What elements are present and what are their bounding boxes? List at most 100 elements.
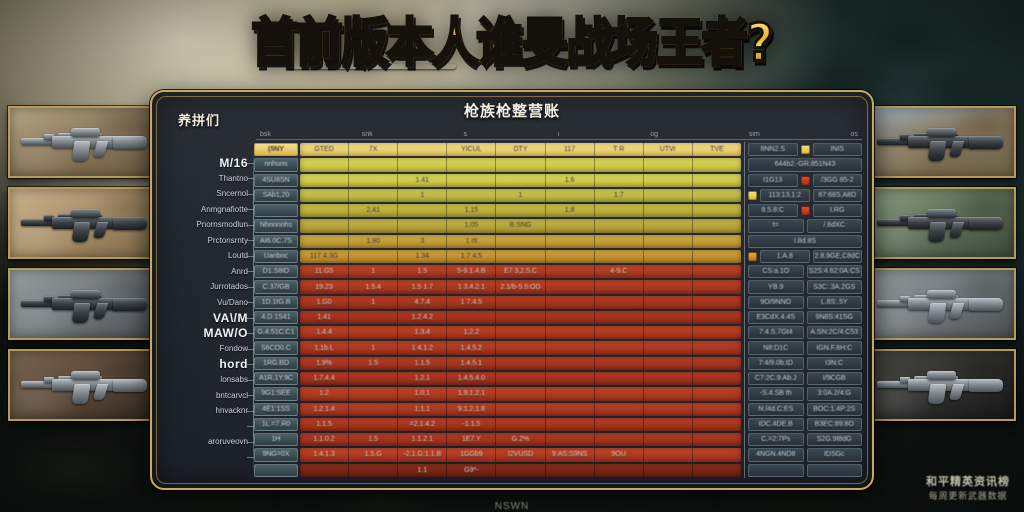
tag-cell[interactable]: 3:0A.2/4:G: [806, 387, 862, 401]
table-row[interactable]: 9NG=0X 1.4.1.3 1.5.G -2.1.G:1.1.B 1GGb9 I2VUS…: [254, 447, 741, 462]
row-value-bar[interactable]: 1.2.1.4 1.1.1 9.1.2.1.8: [300, 402, 741, 416]
stat-cell[interactable]: 1.4.5.4.0: [447, 371, 497, 386]
stat-cell[interactable]: 1.15: [447, 204, 497, 218]
row-name-cell[interactable]: SAb1,20: [254, 188, 298, 203]
stat-cell[interactable]: GTED: [300, 143, 350, 157]
stat-cell[interactable]: [693, 372, 741, 385]
stat-cell[interactable]: 1GGb9: [447, 448, 497, 462]
stat-cell[interactable]: [496, 234, 546, 248]
stat-cell[interactable]: 117 4.3G: [300, 249, 350, 264]
stat-cell[interactable]: [693, 158, 741, 171]
stat-cell[interactable]: 1: [398, 188, 448, 203]
tag-row[interactable]: N8:D1C IGN.F.8H:C: [748, 340, 862, 355]
stat-cell[interactable]: 1 4.1.2: [398, 341, 448, 355]
stat-cell[interactable]: [644, 463, 693, 477]
stat-cell[interactable]: 1.5 1.7: [398, 280, 448, 294]
tag-cell[interactable]: 8NN2.S: [748, 143, 798, 157]
stat-cell[interactable]: [693, 433, 741, 446]
stat-cell[interactable]: 1.34: [398, 249, 448, 264]
tag-row[interactable]: 7:4.S.7Gt4 A.SN:2C/4:C53: [748, 325, 862, 340]
stat-cell[interactable]: [300, 204, 350, 218]
stat-cell[interactable]: [693, 387, 741, 400]
row-name-cell[interactable]: D1.S8ID: [254, 265, 298, 279]
row-value-bar[interactable]: 1.2 1.0.1 1.9.1.2.1: [300, 387, 741, 401]
stat-cell[interactable]: [546, 310, 595, 325]
stat-cell[interactable]: [349, 463, 399, 477]
stat-cell[interactable]: [546, 219, 595, 233]
tag-cell[interactable]: [806, 463, 862, 477]
stat-cell[interactable]: [644, 387, 693, 401]
row-name-cell[interactable]: 4E1:1SS: [254, 402, 298, 416]
stat-cell[interactable]: [546, 371, 595, 386]
tag-column-panel[interactable]: 8NN2.S INIS 644b2.-GR.851N43 I1G13/3GG 85-2…: [744, 142, 862, 478]
table-row[interactable]: 1L.=7.R0 1.1.5 =2.1.4.2 -1.1.5: [254, 417, 741, 432]
stat-cell[interactable]: [349, 387, 399, 401]
tag-cell[interactable]: 113:13,1:2: [760, 188, 810, 203]
stat-cell[interactable]: [546, 295, 595, 309]
stat-cell[interactable]: I2VUSD: [496, 448, 546, 462]
row-value-bar[interactable]: 1.41 1.6: [300, 173, 741, 187]
row-value-bar[interactable]: 1.1 G9*-: [300, 463, 741, 477]
weapon-thumbnail-rifle-scoped[interactable]: [864, 268, 1016, 340]
stat-cell[interactable]: 1: [349, 295, 399, 309]
stat-cell[interactable]: [398, 204, 448, 218]
stat-cell[interactable]: [546, 188, 595, 203]
stat-cell[interactable]: 1.41: [398, 173, 448, 187]
row-value-bar[interactable]: 2.41 1.15 1.8: [300, 204, 741, 218]
table-row[interactable]: 2.41 1.15 1.8: [254, 203, 741, 218]
table-row[interactable]: SAb1,20 1 1 1.7: [254, 188, 741, 203]
stat-cell[interactable]: [644, 173, 693, 187]
row-name-cell[interactable]: C.37/GB: [254, 280, 298, 294]
stat-cell[interactable]: 1.9%: [300, 356, 350, 370]
stat-cell[interactable]: 1.2.1.4: [300, 402, 350, 416]
stat-cell[interactable]: [496, 295, 546, 309]
tag-row[interactable]: 113:13,1:2 87:68S,A8D: [748, 188, 862, 203]
stat-cell[interactable]: 1: [349, 265, 399, 279]
tag-row[interactable]: [748, 463, 862, 478]
stat-cell[interactable]: [595, 326, 644, 340]
stat-cell[interactable]: 1.5.G: [349, 448, 399, 462]
stat-cell[interactable]: 2.1/b-5.5:OD: [496, 280, 546, 294]
tag-row[interactable]: t= /.6dXC: [748, 218, 862, 233]
stat-cell[interactable]: [496, 402, 546, 416]
stat-cell[interactable]: [349, 188, 399, 203]
stat-cell[interactable]: [496, 417, 546, 432]
stat-cell[interactable]: 1.4.4: [300, 326, 350, 340]
tag-row[interactable]: 8NN2.S INIS: [748, 142, 862, 157]
stat-cell[interactable]: [693, 265, 741, 278]
row-name-cell[interactable]: 1H: [254, 433, 298, 447]
row-value-bar[interactable]: [300, 158, 741, 172]
stat-cell[interactable]: [693, 235, 741, 248]
stat-cell[interactable]: [496, 249, 546, 264]
stat-cell[interactable]: 9.1.2.1.8: [447, 402, 497, 416]
stat-cell[interactable]: 4-9.C: [595, 265, 644, 279]
table-row[interactable]: (5NY GTED 7X YICUL DTY 117 T R UTVr TVE: [254, 142, 741, 157]
stat-cell[interactable]: [496, 387, 546, 401]
stat-cell[interactable]: 1.41: [300, 310, 350, 325]
stat-cell[interactable]: 1.0.1: [398, 387, 448, 401]
stat-cell[interactable]: [644, 356, 693, 370]
stat-cell[interactable]: [595, 249, 644, 264]
row-value-bar[interactable]: 1.05 B.SNG: [300, 219, 741, 233]
row-value-bar[interactable]: 1.41 1.2.4.2: [300, 310, 741, 325]
tag-row[interactable]: C.=2:7Ps S2G.9t8dG: [748, 432, 862, 447]
stat-cell[interactable]: [349, 173, 399, 187]
row-name-cell[interactable]: 1D.1tG.B: [254, 295, 298, 309]
stat-cell[interactable]: [644, 417, 693, 432]
stat-cell[interactable]: 1.8: [546, 204, 595, 218]
stat-cell[interactable]: 1.2: [300, 387, 350, 401]
stat-cell[interactable]: [300, 463, 350, 477]
stat-cell[interactable]: [496, 371, 546, 386]
stat-cell[interactable]: [546, 387, 595, 401]
tag-row[interactable]: 1.A.8 2.8.9GE,C8dC: [748, 249, 862, 264]
stat-cell[interactable]: [496, 204, 546, 218]
stat-cell[interactable]: [693, 174, 741, 187]
stat-cell[interactable]: 1.4.1.3: [300, 448, 350, 462]
stat-cell[interactable]: [546, 463, 595, 477]
stat-cell[interactable]: 1.7 4.5: [447, 249, 497, 264]
stat-cell[interactable]: 11.G5: [300, 265, 350, 279]
stat-cell[interactable]: [595, 280, 644, 294]
row-value-bar[interactable]: GTED 7X YICUL DTY 117 T R UTVr TVE: [300, 143, 741, 157]
stat-cell[interactable]: [644, 448, 693, 462]
stat-cell[interactable]: [349, 249, 399, 264]
